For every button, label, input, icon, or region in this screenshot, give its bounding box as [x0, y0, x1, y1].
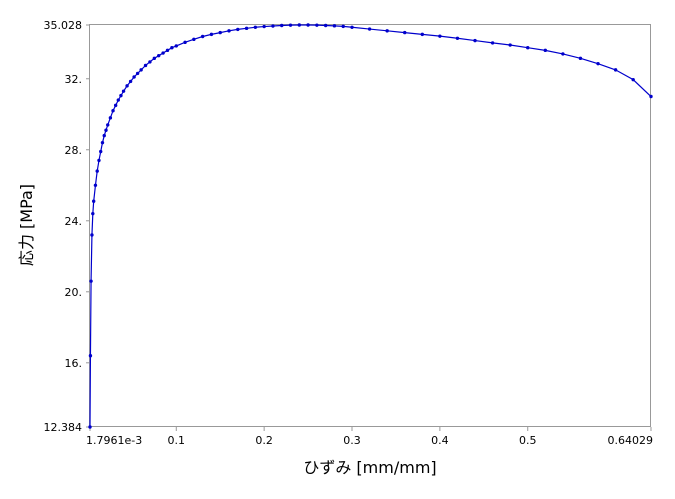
data-point	[174, 44, 178, 48]
plot-frame	[89, 24, 651, 427]
x-axis: 1.7961e-3 0.1 0.2 0.3 0.4 0.5 0.64029	[86, 427, 653, 447]
data-point	[280, 23, 284, 28]
data-point	[128, 79, 133, 84]
data-point	[473, 38, 477, 43]
data-point	[403, 30, 407, 35]
data-point	[88, 354, 93, 358]
data-point	[297, 23, 301, 27]
data-point	[88, 425, 92, 429]
data-point	[93, 183, 98, 187]
y-tick-label: 20.	[65, 286, 83, 299]
x-tick-label: 0.3	[343, 434, 361, 447]
data-point	[262, 24, 266, 29]
data-point	[613, 68, 618, 72]
data-point	[111, 109, 115, 113]
y-axis: 12.384 16. 20. 24. 28. 32. 35.028	[44, 19, 90, 434]
data-point	[596, 61, 600, 66]
x-tick-label: 0.4	[431, 434, 449, 447]
data-point	[227, 29, 231, 33]
series-line	[89, 24, 652, 428]
data-point	[236, 27, 240, 32]
data-point	[157, 53, 161, 58]
data-point	[323, 23, 328, 28]
data-point	[104, 128, 108, 132]
data-point	[526, 45, 530, 50]
data-point	[209, 32, 214, 37]
data-point	[508, 43, 512, 47]
data-point	[152, 56, 157, 61]
data-point	[90, 233, 94, 237]
data-point	[121, 89, 126, 93]
data-point	[543, 48, 548, 53]
data-point	[438, 34, 442, 38]
data-point	[161, 51, 165, 55]
data-point	[89, 279, 93, 283]
data-point	[113, 103, 118, 108]
data-point	[116, 98, 120, 102]
data-point	[315, 23, 319, 27]
data-point	[200, 34, 205, 39]
data-point	[139, 68, 143, 72]
data-point	[578, 56, 583, 61]
data-point	[170, 45, 174, 50]
data-point	[99, 149, 103, 154]
data-point	[135, 71, 140, 76]
data-point	[561, 52, 565, 56]
x-tick-label: 0.5	[519, 434, 537, 447]
series-group	[88, 23, 653, 429]
data-point	[97, 158, 101, 163]
data-point	[306, 23, 310, 27]
data-point	[100, 140, 105, 145]
data-point	[183, 40, 187, 45]
data-point	[106, 123, 110, 127]
data-point	[192, 37, 196, 42]
data-point	[288, 23, 293, 27]
data-point	[420, 32, 425, 37]
x-tick-label: 1.7961e-3	[86, 434, 142, 447]
y-tick-label: 12.384	[44, 421, 83, 434]
x-axis-title: ひずみ [mm/mm]	[303, 458, 436, 477]
data-point	[125, 84, 129, 88]
data-point	[244, 26, 249, 31]
data-point	[95, 169, 99, 173]
data-point	[332, 24, 337, 28]
data-point	[631, 77, 635, 82]
x-tick-label: 0.1	[168, 434, 186, 447]
data-point	[143, 63, 148, 68]
data-point	[253, 25, 258, 29]
data-point	[148, 60, 152, 64]
data-point	[102, 133, 106, 138]
data-point	[350, 25, 354, 29]
data-point	[108, 116, 113, 120]
data-point	[271, 24, 275, 28]
data-point	[119, 93, 123, 98]
data-point	[455, 36, 460, 40]
y-tick-label: 16.	[65, 357, 83, 370]
data-point	[490, 41, 495, 45]
data-point	[132, 75, 136, 79]
x-tick-label: 0.64029	[608, 434, 654, 447]
y-tick-label: 32.	[65, 73, 83, 86]
y-tick-label: 35.028	[44, 19, 83, 32]
data-point	[367, 27, 372, 31]
y-tick-label: 28.	[65, 144, 83, 157]
data-point	[91, 199, 96, 203]
data-point	[165, 48, 170, 53]
x-tick-label: 0.2	[255, 434, 273, 447]
y-tick-label: 24.	[65, 215, 83, 228]
data-point	[385, 29, 389, 33]
data-point	[341, 24, 345, 29]
data-point	[218, 30, 222, 35]
data-point	[91, 211, 95, 216]
data-point	[649, 94, 653, 99]
y-axis-title: 応力 [MPa]	[17, 184, 36, 266]
